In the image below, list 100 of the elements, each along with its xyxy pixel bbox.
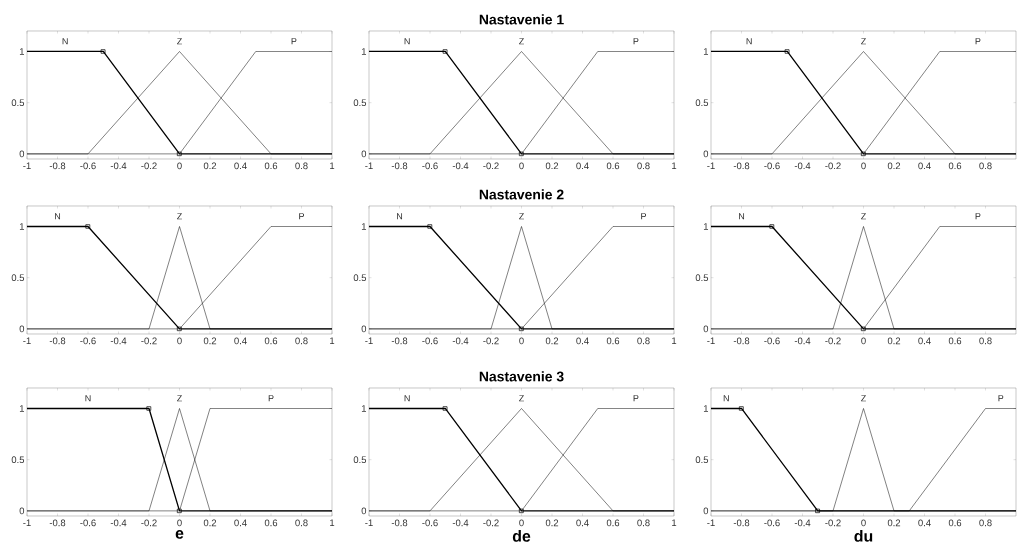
series-label: N	[404, 38, 410, 45]
x-tick-label: -0.8	[733, 519, 750, 527]
x-tick-label: 0.2	[203, 162, 217, 170]
x-tick-label: 0	[177, 162, 182, 170]
y-tick-label: 0	[703, 325, 709, 333]
y-tick-label: 0.5	[353, 274, 367, 282]
y-tick-label: 0	[703, 150, 709, 158]
x-tick-label: 0.4	[918, 337, 931, 345]
series-label: P	[998, 395, 1004, 402]
series-label: P	[268, 395, 274, 402]
x-tick-label: 0.8	[295, 162, 308, 170]
x-tick-label: 0	[519, 162, 524, 170]
x-tick-label: -0.6	[422, 162, 438, 170]
x-tick-label: 0.8	[979, 337, 992, 345]
series-label: Z	[519, 395, 524, 402]
x-tick-label: 0.4	[576, 519, 589, 527]
x-axis-title: e	[175, 530, 184, 539]
x-axis-title: de	[512, 530, 531, 542]
x-tick-label: 0.4	[234, 337, 247, 345]
series-label: N	[397, 213, 403, 220]
x-tick-label: 0.8	[979, 519, 992, 527]
x-tick-label: -0.6	[80, 519, 96, 527]
x-tick-label: 1	[672, 162, 677, 170]
x-tick-label: 0.2	[887, 162, 901, 170]
series-label: Z	[861, 38, 866, 45]
x-tick-label: 0.4	[576, 337, 589, 345]
x-tick-label: 0.8	[979, 162, 992, 170]
y-tick-label: 0.5	[353, 456, 367, 464]
x-tick-label: 0.2	[887, 337, 901, 345]
x-tick-label: -0.8	[733, 162, 750, 170]
series-label: P	[633, 395, 639, 402]
x-tick-label: -0.2	[141, 337, 157, 345]
x-tick-label: -1	[365, 519, 373, 527]
x-tick-label: -0.2	[483, 519, 499, 527]
x-tick-label: 0.2	[203, 337, 217, 345]
x-tick-label: -1	[23, 337, 31, 345]
x-tick-label: -1	[707, 337, 715, 345]
x-tick-label: 0.6	[264, 519, 278, 527]
x-tick-label: -0.8	[49, 162, 66, 170]
series-label: N	[723, 395, 729, 402]
x-tick-label: -0.4	[452, 162, 469, 170]
x-tick-label: 1	[330, 519, 335, 527]
x-tick-label: 0.6	[264, 162, 278, 170]
y-tick-label: 1	[703, 48, 709, 55]
x-tick-label: -0.8	[391, 337, 408, 345]
x-tick-label: -0.4	[110, 337, 127, 345]
x-tick-label: -1	[23, 162, 31, 170]
x-tick-label: 0.8	[637, 162, 650, 170]
x-tick-label: 0.2	[545, 162, 559, 170]
y-tick-label: 0.5	[695, 456, 709, 464]
x-tick-label: -0.2	[141, 162, 157, 170]
series-label: Z	[861, 395, 866, 402]
x-tick-label: 0.2	[887, 519, 901, 527]
x-tick-label: 0.8	[295, 519, 308, 527]
x-tick-label: -0.4	[452, 337, 469, 345]
x-tick-label: -0.6	[80, 337, 96, 345]
series-label: N	[404, 395, 410, 402]
x-tick-label: -1	[707, 162, 715, 170]
x-tick-label: -0.6	[764, 519, 780, 527]
x-tick-label: 1	[672, 519, 677, 527]
x-tick-label: -0.4	[794, 519, 811, 527]
y-tick-label: 1	[19, 405, 25, 412]
x-tick-label: 0.4	[234, 519, 247, 527]
x-tick-label: -0.6	[764, 337, 780, 345]
y-tick-label: 1	[19, 223, 25, 230]
x-tick-label: -0.6	[422, 337, 438, 345]
y-tick-label: 1	[361, 405, 367, 412]
y-tick-label: 0	[361, 150, 367, 158]
y-tick-label: 0.5	[695, 274, 709, 282]
x-tick-label: -1	[707, 519, 715, 527]
x-tick-label: -0.8	[391, 162, 408, 170]
y-tick-label: 0	[19, 507, 25, 515]
x-tick-label: 1	[330, 162, 335, 170]
x-tick-label: 0.2	[545, 337, 559, 345]
x-tick-label: -0.4	[452, 519, 469, 527]
x-tick-label: 0.2	[545, 519, 559, 527]
series-label: Z	[519, 213, 524, 220]
y-tick-label: 0.5	[353, 99, 367, 107]
x-tick-label: -0.4	[794, 337, 811, 345]
y-tick-label: 1	[361, 48, 367, 55]
x-tick-label: 0	[177, 337, 182, 345]
x-axis-title: du	[854, 530, 873, 542]
y-tick-label: 0	[361, 507, 367, 515]
x-tick-label: -0.6	[764, 162, 780, 170]
x-tick-label: 0.6	[948, 337, 962, 345]
series-label: P	[633, 38, 639, 45]
series-label: P	[975, 38, 981, 45]
y-tick-label: 0	[361, 325, 367, 333]
x-tick-label: 0.4	[918, 519, 931, 527]
x-tick-label: 0	[519, 337, 524, 345]
x-tick-label: 0.2	[203, 519, 217, 527]
x-tick-label: -0.2	[825, 519, 841, 527]
series-label: Z	[177, 38, 182, 45]
x-tick-label: 1	[330, 337, 335, 345]
x-tick-label: 0.4	[576, 162, 589, 170]
y-tick-label: 1	[361, 223, 367, 230]
x-tick-label: -0.6	[80, 162, 96, 170]
x-tick-label: -0.2	[141, 519, 157, 527]
x-tick-label: -0.2	[825, 162, 841, 170]
y-tick-label: 0	[19, 325, 25, 333]
